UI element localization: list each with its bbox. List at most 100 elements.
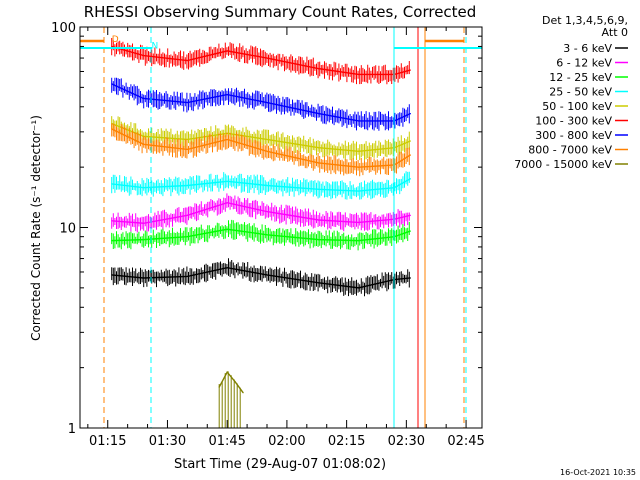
data-point (318, 239, 320, 241)
legend-entry-label: 100 - 300 keV (535, 115, 612, 128)
data-point (357, 120, 360, 122)
series-6-12-kev (111, 193, 411, 233)
data-point (142, 222, 145, 224)
data-point (318, 162, 320, 164)
data-point (357, 150, 360, 152)
annotation-label: D (112, 35, 119, 45)
data-point (111, 183, 113, 185)
x-tick-label: 01:45 (208, 434, 245, 449)
data-point (142, 239, 145, 241)
x-tick-label: 02:45 (447, 434, 484, 449)
data-point (266, 138, 268, 141)
data-point (357, 221, 360, 224)
series-300-800-kev (111, 77, 411, 131)
data-point (111, 274, 113, 276)
data-point (142, 97, 145, 100)
data-point (111, 83, 113, 85)
data-point (186, 214, 188, 216)
data-point (242, 392, 244, 394)
series-noise (111, 219, 410, 251)
legend-entry-label: 3 - 6 keV (563, 42, 612, 55)
data-point (318, 188, 320, 190)
data-point (266, 150, 268, 152)
series-noise (111, 171, 410, 200)
series-3-6-kev (111, 258, 411, 297)
data-point (318, 68, 320, 70)
plot-area: ND (80, 27, 482, 428)
data-point (409, 112, 411, 115)
data-point (111, 220, 113, 222)
data-point (234, 381, 236, 383)
legend-entry-label: 50 - 100 keV (542, 100, 612, 113)
data-point (266, 211, 268, 213)
data-point (357, 190, 360, 192)
legend-entry-label: 7000 - 15000 keV (514, 158, 612, 171)
series-noise (111, 258, 410, 297)
data-point (266, 184, 268, 187)
series-noise (111, 193, 410, 233)
x-tick-label: 02:30 (388, 434, 425, 449)
data-point (318, 219, 320, 221)
data-point (226, 228, 228, 230)
x-axis: 01:15 01:30 01:45 02:00 02:15 02:30 02:45 (87, 27, 485, 449)
data-point (226, 202, 228, 204)
data-point (266, 57, 268, 59)
data-point (226, 50, 228, 52)
legend-header: Det 1,3,4,5,6,9, (542, 14, 628, 27)
data-point (111, 128, 113, 130)
x-tick-label: 01:15 (89, 434, 126, 449)
series-noise (111, 77, 410, 131)
y-tick-label: 10 (59, 222, 76, 237)
data-point (111, 240, 113, 242)
data-point (409, 69, 411, 71)
y-axis-label: Corrected Count Rate (s⁻¹ detector⁻¹) (29, 115, 43, 341)
legend-entry-label: 800 - 7000 keV (528, 144, 612, 157)
x-tick-label: 01:30 (149, 434, 186, 449)
data-point (186, 184, 188, 187)
data-point (266, 274, 268, 276)
data-point (409, 277, 411, 279)
data-point (186, 59, 188, 62)
legend-entry-label: 25 - 50 keV (549, 86, 612, 99)
data-point (318, 112, 320, 115)
legend-entry-label: 300 - 800 keV (535, 129, 612, 142)
x-tick-label: 02:00 (268, 434, 305, 449)
data-point (142, 277, 145, 279)
y-axis: 1 10 100 (51, 21, 482, 437)
data-point (226, 180, 228, 182)
data-point (318, 147, 320, 149)
data-point (226, 138, 228, 141)
data-point (142, 187, 145, 189)
series-800-7000-kev (111, 123, 411, 177)
data-point (226, 94, 228, 96)
data-point (226, 371, 228, 373)
data-point (357, 73, 360, 76)
series-100-300-kev (111, 38, 411, 85)
footer-timestamp: 16-Oct-2021 10:35 (560, 468, 636, 477)
data-point (142, 55, 145, 57)
y-tick-label: 100 (51, 21, 76, 36)
y-tick-label: 1 (68, 422, 76, 437)
data-point (409, 230, 411, 232)
data-point (318, 282, 320, 284)
data-point (226, 267, 228, 269)
data-point (186, 275, 188, 278)
data-point (186, 138, 188, 141)
series-25-50-kev (111, 171, 411, 200)
data-point (357, 240, 360, 242)
series-noise (111, 123, 410, 177)
annotation-label: N (152, 42, 159, 52)
legend-entry-label: 12 - 25 keV (549, 71, 612, 84)
chart-title: RHESSI Observing Summary Count Rates, Co… (84, 3, 477, 21)
data-point (186, 148, 188, 151)
data-point (266, 234, 268, 236)
data-point (357, 166, 360, 168)
series-7000-15000-kev (218, 370, 244, 428)
data-point (409, 214, 411, 216)
data-point (409, 154, 411, 156)
data-point (186, 236, 188, 238)
data-point (111, 45, 113, 48)
x-axis-label: Start Time (29-Aug-07 01:08:02) (174, 457, 386, 472)
legend-entry-label: 6 - 12 keV (556, 57, 612, 70)
